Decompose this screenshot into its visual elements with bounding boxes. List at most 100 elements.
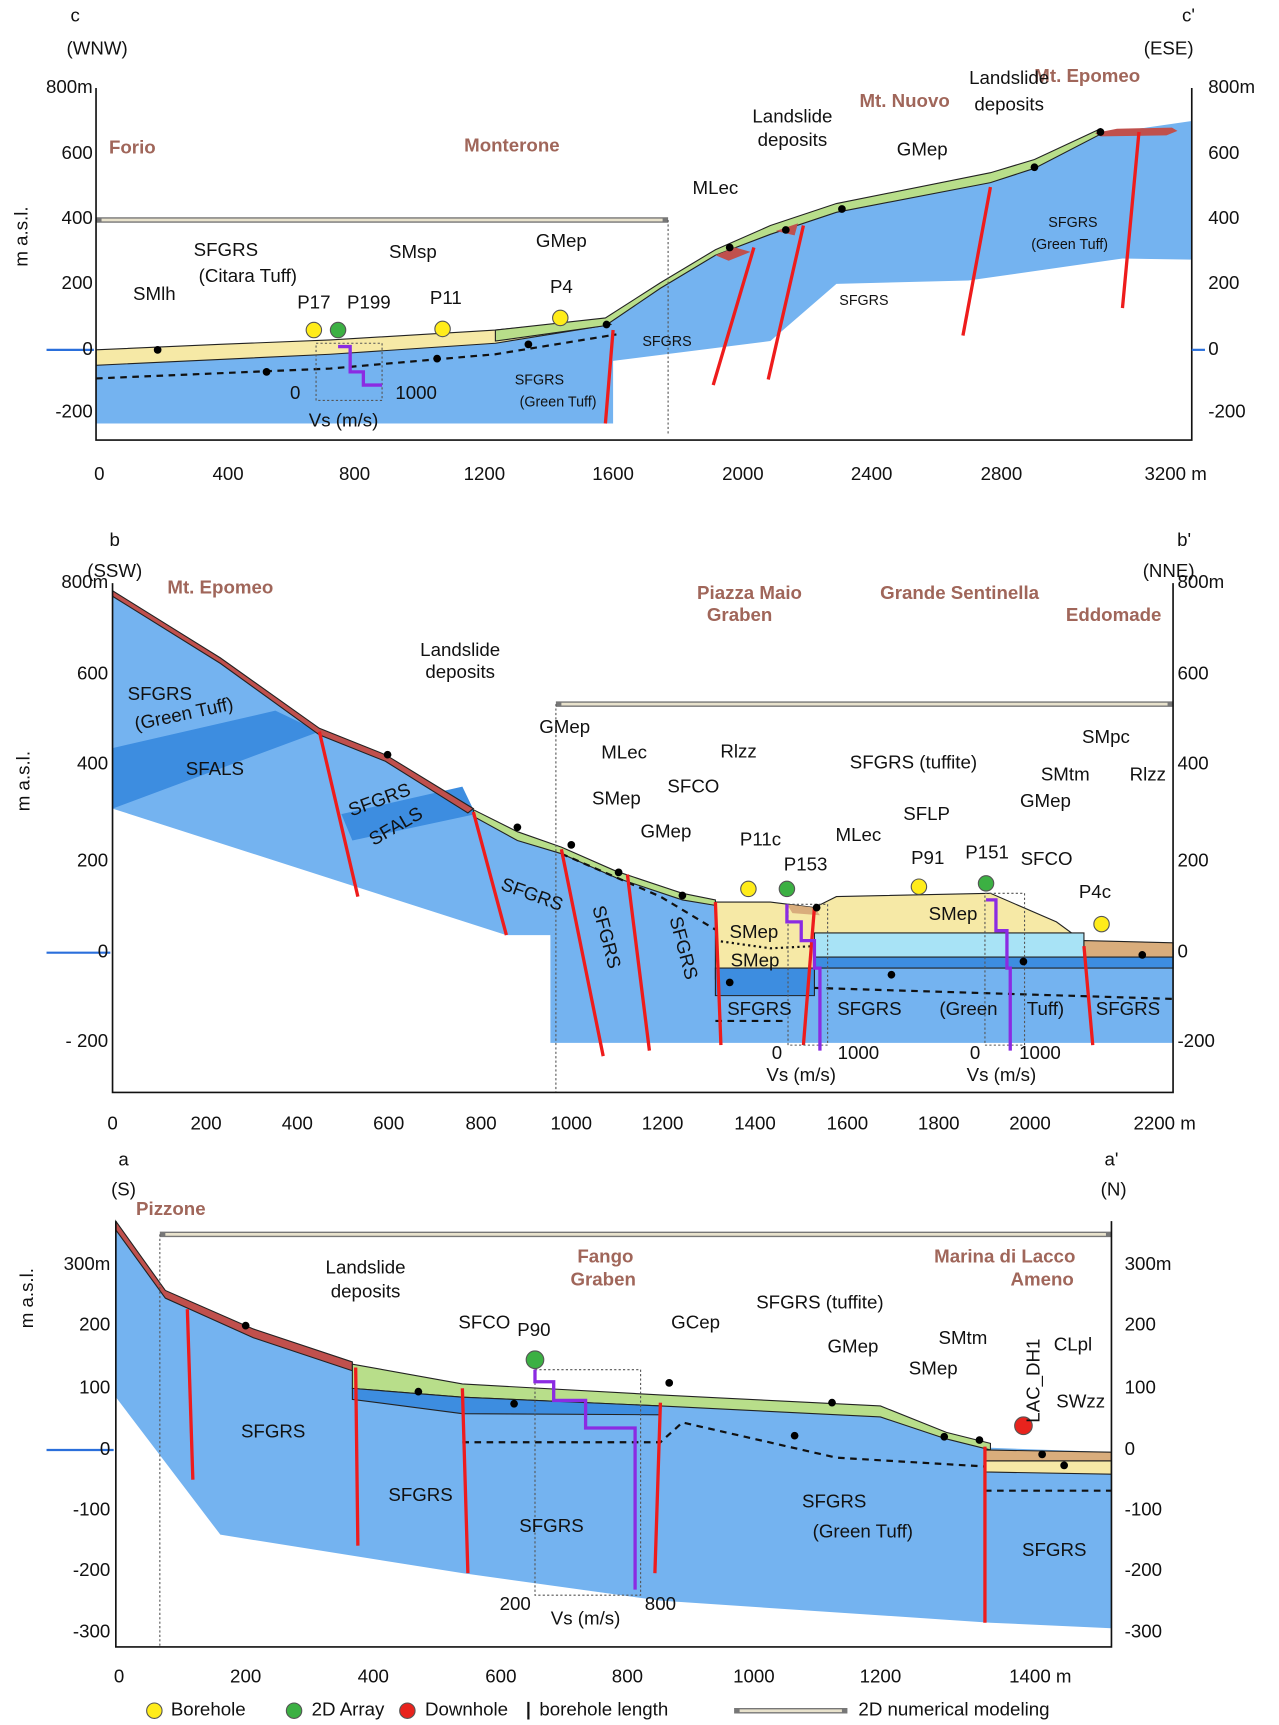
unit-label: SFCO [667,776,719,797]
section-label: (N) [1101,1178,1127,1199]
place-label: Ameno [1010,1268,1073,1289]
unit-label: 800 [645,1593,676,1614]
unit-label: 200 [500,1593,531,1614]
unit-label: Landslide [752,106,832,127]
x-tick-label: 0 [114,1666,124,1687]
unit-label: SMep [909,1358,958,1379]
y-tick-label: -100 [1125,1498,1162,1519]
y-tick-label: 800m [46,76,93,97]
unit-label: P90 [517,1319,550,1340]
unit-label: Landslide [420,639,500,660]
unit-label: 1000 [1019,1042,1061,1063]
unit-label: deposits [331,1281,401,1302]
unit-label: 1000 [395,382,437,403]
section-label: (S) [111,1178,136,1199]
unit-label: (Green [939,998,997,1019]
y-tick-label: -200 [1208,400,1245,421]
unit-label: SFGRS [1048,215,1097,231]
place-label: Piazza Maio [697,582,802,603]
y-tick-label: 300m [1125,1253,1172,1274]
section-b [47,583,1174,1092]
unit-label: SFGRS [194,239,258,260]
section-label: b' [1177,529,1191,550]
section-label: (WNW) [67,37,128,58]
place-label: Pizzone [136,1198,206,1219]
place-label: Mt. Epomeo [167,577,273,598]
x-tick-label: 1800 [918,1112,960,1133]
x-tick-label: 2400 [851,463,893,484]
unit-label: deposits [425,661,495,682]
section-label: (ESE) [1144,37,1194,58]
x-tick-label: 800 [339,463,370,484]
unit-label: deposits [758,129,828,150]
legend-label: borehole length [539,1699,668,1720]
unit-label: SFALS [186,758,244,779]
x-tick-label: 400 [358,1666,389,1687]
y-tick-label: 200 [62,272,93,293]
y-tick-label: 200 [1125,1314,1156,1335]
y-tick-label: 0 [1208,338,1218,359]
unit-label: GMep [539,716,590,737]
unit-label: P91 [911,847,944,868]
x-tick-label: 2000 [1009,1112,1051,1133]
place-label: Mt. Epomeo [1034,65,1140,86]
y-tick-label: 200 [77,849,108,870]
y-tick-label: -300 [73,1621,110,1642]
legend-label: Downhole [425,1699,508,1720]
unit-label: SFGRS (tuffite) [850,751,977,772]
y-tick-label: 600 [1177,662,1208,683]
unit-label: SMpc [1082,726,1130,747]
y-tick-label: -200 [73,1559,110,1580]
y-tick-label: 400 [77,753,108,774]
x-tick-label: 2200 m [1133,1112,1195,1133]
y-axis-title: m a.s.l. [12,751,33,811]
unit-label: 0 [772,1042,782,1063]
y-tick-label: - 200 [66,1030,109,1051]
unit-label: SFGRS [388,1484,452,1505]
unit-label: GMep [536,230,587,251]
section-label: c' [1182,4,1195,25]
place-label: Fango [577,1245,633,1266]
y-tick-label: 200 [1177,849,1208,870]
unit-label: SMtm [1041,764,1090,785]
y-tick-label: 400 [1177,753,1208,774]
place-label: Eddomade [1066,604,1162,625]
unit-label: SMep [731,949,780,970]
legend-label: 2D Array [312,1699,385,1720]
x-tick-label: 200 [230,1666,261,1687]
x-tick-label: 400 [212,463,243,484]
unit-label: 1000 [838,1042,880,1063]
x-tick-label: 1400 m [1009,1666,1071,1687]
unit-label: GMep [827,1336,878,1357]
unit-label: SFGRS [519,1515,583,1536]
unit-label: SMsp [389,241,437,262]
y-tick-label: 200 [1208,272,1239,293]
x-tick-label: 1000 [733,1666,775,1687]
unit-label: P199 [347,292,391,313]
x-tick-label: 1000 [551,1112,593,1133]
y-tick-label: 0 [82,338,92,359]
unit-label: Landslide [969,67,1049,88]
unit-label: Vs (m/s) [551,1607,621,1628]
unit-label: P11 [430,287,462,308]
x-tick-label: 3200 m [1144,463,1206,484]
unit-label: SFGRS [515,372,564,388]
section-c [47,88,1205,440]
unit-label: SFCO [1021,848,1073,869]
y-tick-label: 800m [1177,571,1224,592]
y-tick-label: 600 [77,662,108,683]
x-tick-label: 2000 [722,463,764,484]
y-tick-label: 800m [1208,76,1255,97]
x-tick-label: 0 [107,1112,117,1133]
place-label: Monterone [464,134,560,155]
x-tick-label: 600 [485,1666,516,1687]
y-tick-label: 100 [79,1376,110,1397]
legend-label: Borehole [171,1699,246,1720]
unit-label: LAC_DH1 [1022,1339,1044,1423]
x-tick-label: 600 [373,1112,404,1133]
unit-label: SFGRS [727,998,791,1019]
unit-label: GMep [640,821,691,842]
y-axis-title: m a.s.l. [16,1268,37,1328]
unit-label: SFLP [903,803,950,824]
unit-label: Tuff) [1027,998,1064,1019]
